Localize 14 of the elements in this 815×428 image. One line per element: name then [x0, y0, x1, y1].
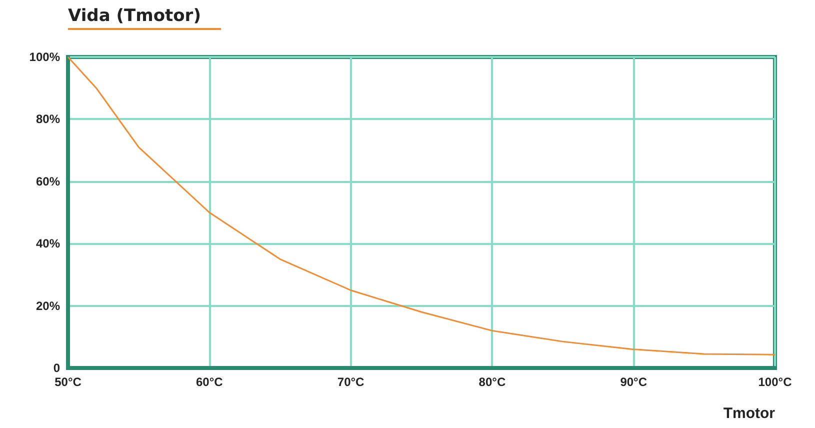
chart-title: Vida (Tmotor) — [68, 6, 221, 30]
y-tick-label: 80% — [36, 112, 60, 126]
x-tick-label: 90°C — [620, 375, 648, 389]
y-tick-label: 100% — [29, 50, 60, 64]
x-tick-label: 70°C — [337, 375, 365, 389]
x-tick-label: 80°C — [478, 375, 506, 389]
y-tick-label: 60% — [36, 174, 60, 188]
x-tick-label: 60°C — [196, 375, 224, 389]
x-tick-label: 50°C — [54, 375, 82, 389]
x-tick-label: 100°C — [758, 375, 792, 389]
x-axis-title: Tmotor — [723, 405, 776, 422]
y-tick-label: 0 — [53, 361, 60, 375]
y-tick-label: 40% — [36, 236, 60, 251]
y-tick-label: 20% — [36, 298, 60, 313]
